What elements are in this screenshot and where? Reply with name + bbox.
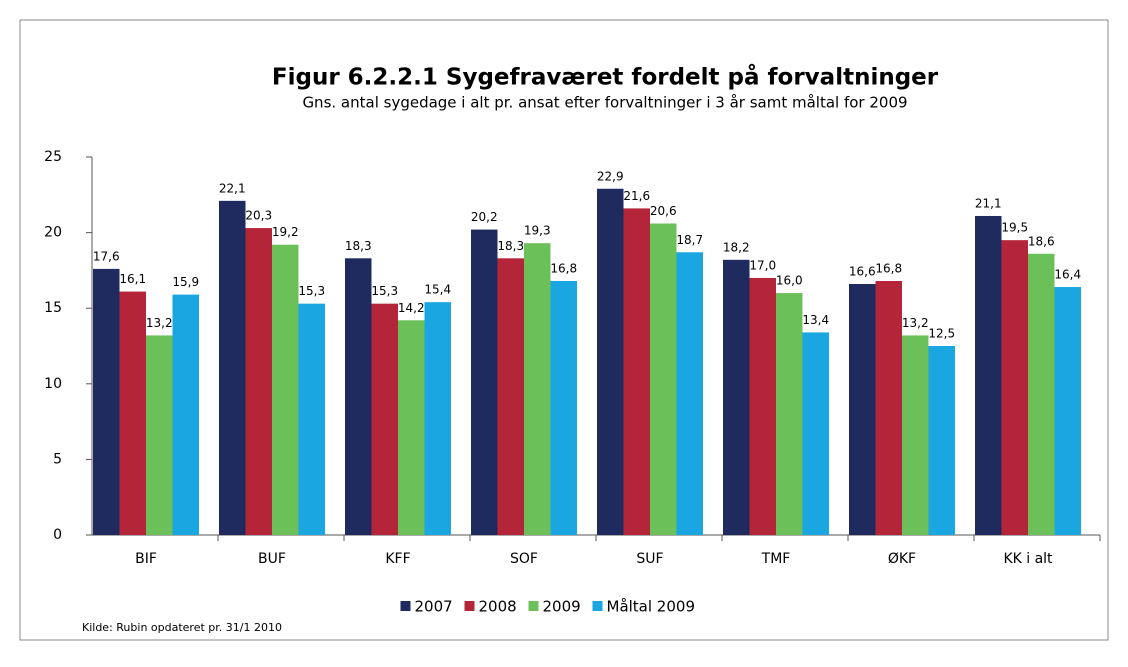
data-label: 16,4 bbox=[1054, 268, 1081, 282]
data-label: 15,3 bbox=[298, 284, 325, 298]
bar bbox=[1001, 240, 1028, 535]
bar bbox=[497, 258, 524, 535]
bar bbox=[749, 277, 776, 535]
bar bbox=[650, 223, 677, 535]
y-tick-label: 15 bbox=[44, 300, 62, 316]
x-tick-label: TMF bbox=[761, 551, 791, 567]
bar bbox=[471, 229, 498, 536]
bar bbox=[550, 280, 577, 535]
bar bbox=[975, 215, 1002, 535]
bar bbox=[345, 258, 372, 535]
data-label: 16,0 bbox=[776, 274, 803, 288]
bar bbox=[219, 200, 246, 535]
data-label: 13,2 bbox=[902, 316, 929, 330]
data-label: 18,3 bbox=[345, 239, 372, 253]
x-tick-label: ØKF bbox=[888, 551, 916, 567]
legend-label: Måltal 2009 bbox=[607, 598, 695, 616]
data-label: 15,9 bbox=[172, 275, 199, 289]
data-label: 19,2 bbox=[272, 225, 299, 239]
bar bbox=[597, 188, 624, 535]
bar bbox=[1028, 253, 1055, 535]
bar bbox=[1054, 287, 1081, 535]
bar bbox=[723, 259, 750, 535]
data-label: 21,1 bbox=[975, 196, 1002, 210]
bar bbox=[172, 294, 199, 535]
data-label: 16,1 bbox=[119, 272, 146, 286]
chart-title: Figur 6.2.2.1 Sygefraværet fordelt på fo… bbox=[272, 64, 939, 91]
y-tick-label: 5 bbox=[53, 451, 62, 467]
data-label: 18,7 bbox=[676, 233, 703, 247]
x-tick-label: BIF bbox=[135, 551, 157, 567]
bar bbox=[875, 280, 902, 535]
bar bbox=[371, 303, 398, 535]
bar bbox=[424, 302, 451, 535]
data-label: 15,3 bbox=[371, 284, 398, 298]
data-label: 17,6 bbox=[93, 249, 120, 263]
x-tick-label: KK i alt bbox=[1003, 551, 1053, 567]
data-label: 21,6 bbox=[623, 189, 650, 203]
bar bbox=[146, 335, 173, 535]
legend-swatch bbox=[528, 601, 539, 611]
legend-swatch bbox=[464, 601, 475, 611]
x-tick-label: SOF bbox=[510, 551, 538, 567]
bar bbox=[623, 208, 650, 535]
data-label: 14,2 bbox=[398, 301, 425, 315]
x-tick-label: BUF bbox=[258, 551, 286, 567]
bar bbox=[676, 252, 703, 536]
chart-subtitle: Gns. antal sygedage i alt pr. ansat efte… bbox=[302, 94, 907, 112]
data-label: 20,2 bbox=[471, 210, 498, 224]
data-label: 12,5 bbox=[928, 327, 955, 341]
source-note: Kilde: Rubin opdateret pr. 31/1 2010 bbox=[82, 621, 282, 634]
bar bbox=[928, 346, 955, 535]
data-label: 13,4 bbox=[802, 313, 829, 327]
bar bbox=[245, 228, 272, 535]
legend-label: 2008 bbox=[479, 598, 517, 616]
bar bbox=[776, 293, 803, 535]
data-label: 18,6 bbox=[1028, 234, 1055, 248]
y-tick-label: 25 bbox=[44, 149, 62, 165]
data-label: 13,2 bbox=[146, 316, 173, 330]
bar bbox=[849, 284, 876, 535]
bar bbox=[902, 335, 929, 535]
data-label: 20,6 bbox=[650, 204, 677, 218]
data-label: 17,0 bbox=[749, 258, 776, 272]
data-label: 20,3 bbox=[245, 209, 272, 223]
data-label: 22,9 bbox=[597, 169, 624, 183]
data-label: 22,1 bbox=[219, 181, 246, 195]
x-tick-label: KFF bbox=[385, 551, 410, 567]
y-tick-label: 0 bbox=[53, 527, 62, 543]
y-tick-label: 20 bbox=[44, 225, 62, 241]
bar bbox=[802, 332, 829, 535]
legend-label: 2009 bbox=[543, 598, 581, 616]
data-label: 19,3 bbox=[524, 224, 551, 238]
data-label: 18,2 bbox=[723, 240, 750, 254]
bar bbox=[93, 268, 120, 535]
data-label: 16,8 bbox=[875, 261, 902, 275]
data-label: 16,8 bbox=[550, 261, 577, 275]
legend-label: 2007 bbox=[415, 598, 453, 616]
bar bbox=[298, 303, 325, 535]
x-tick-label: SUF bbox=[636, 551, 663, 567]
bar bbox=[398, 320, 425, 535]
data-label: 18,3 bbox=[497, 239, 524, 253]
bar bbox=[119, 291, 146, 535]
legend-swatch bbox=[592, 601, 603, 611]
data-label: 15,4 bbox=[424, 283, 451, 297]
data-label: 16,6 bbox=[849, 265, 876, 279]
legend-swatch bbox=[400, 601, 411, 611]
data-label: 19,5 bbox=[1001, 221, 1028, 235]
bar bbox=[272, 244, 299, 536]
y-tick-label: 10 bbox=[44, 376, 62, 392]
bar bbox=[524, 243, 551, 535]
